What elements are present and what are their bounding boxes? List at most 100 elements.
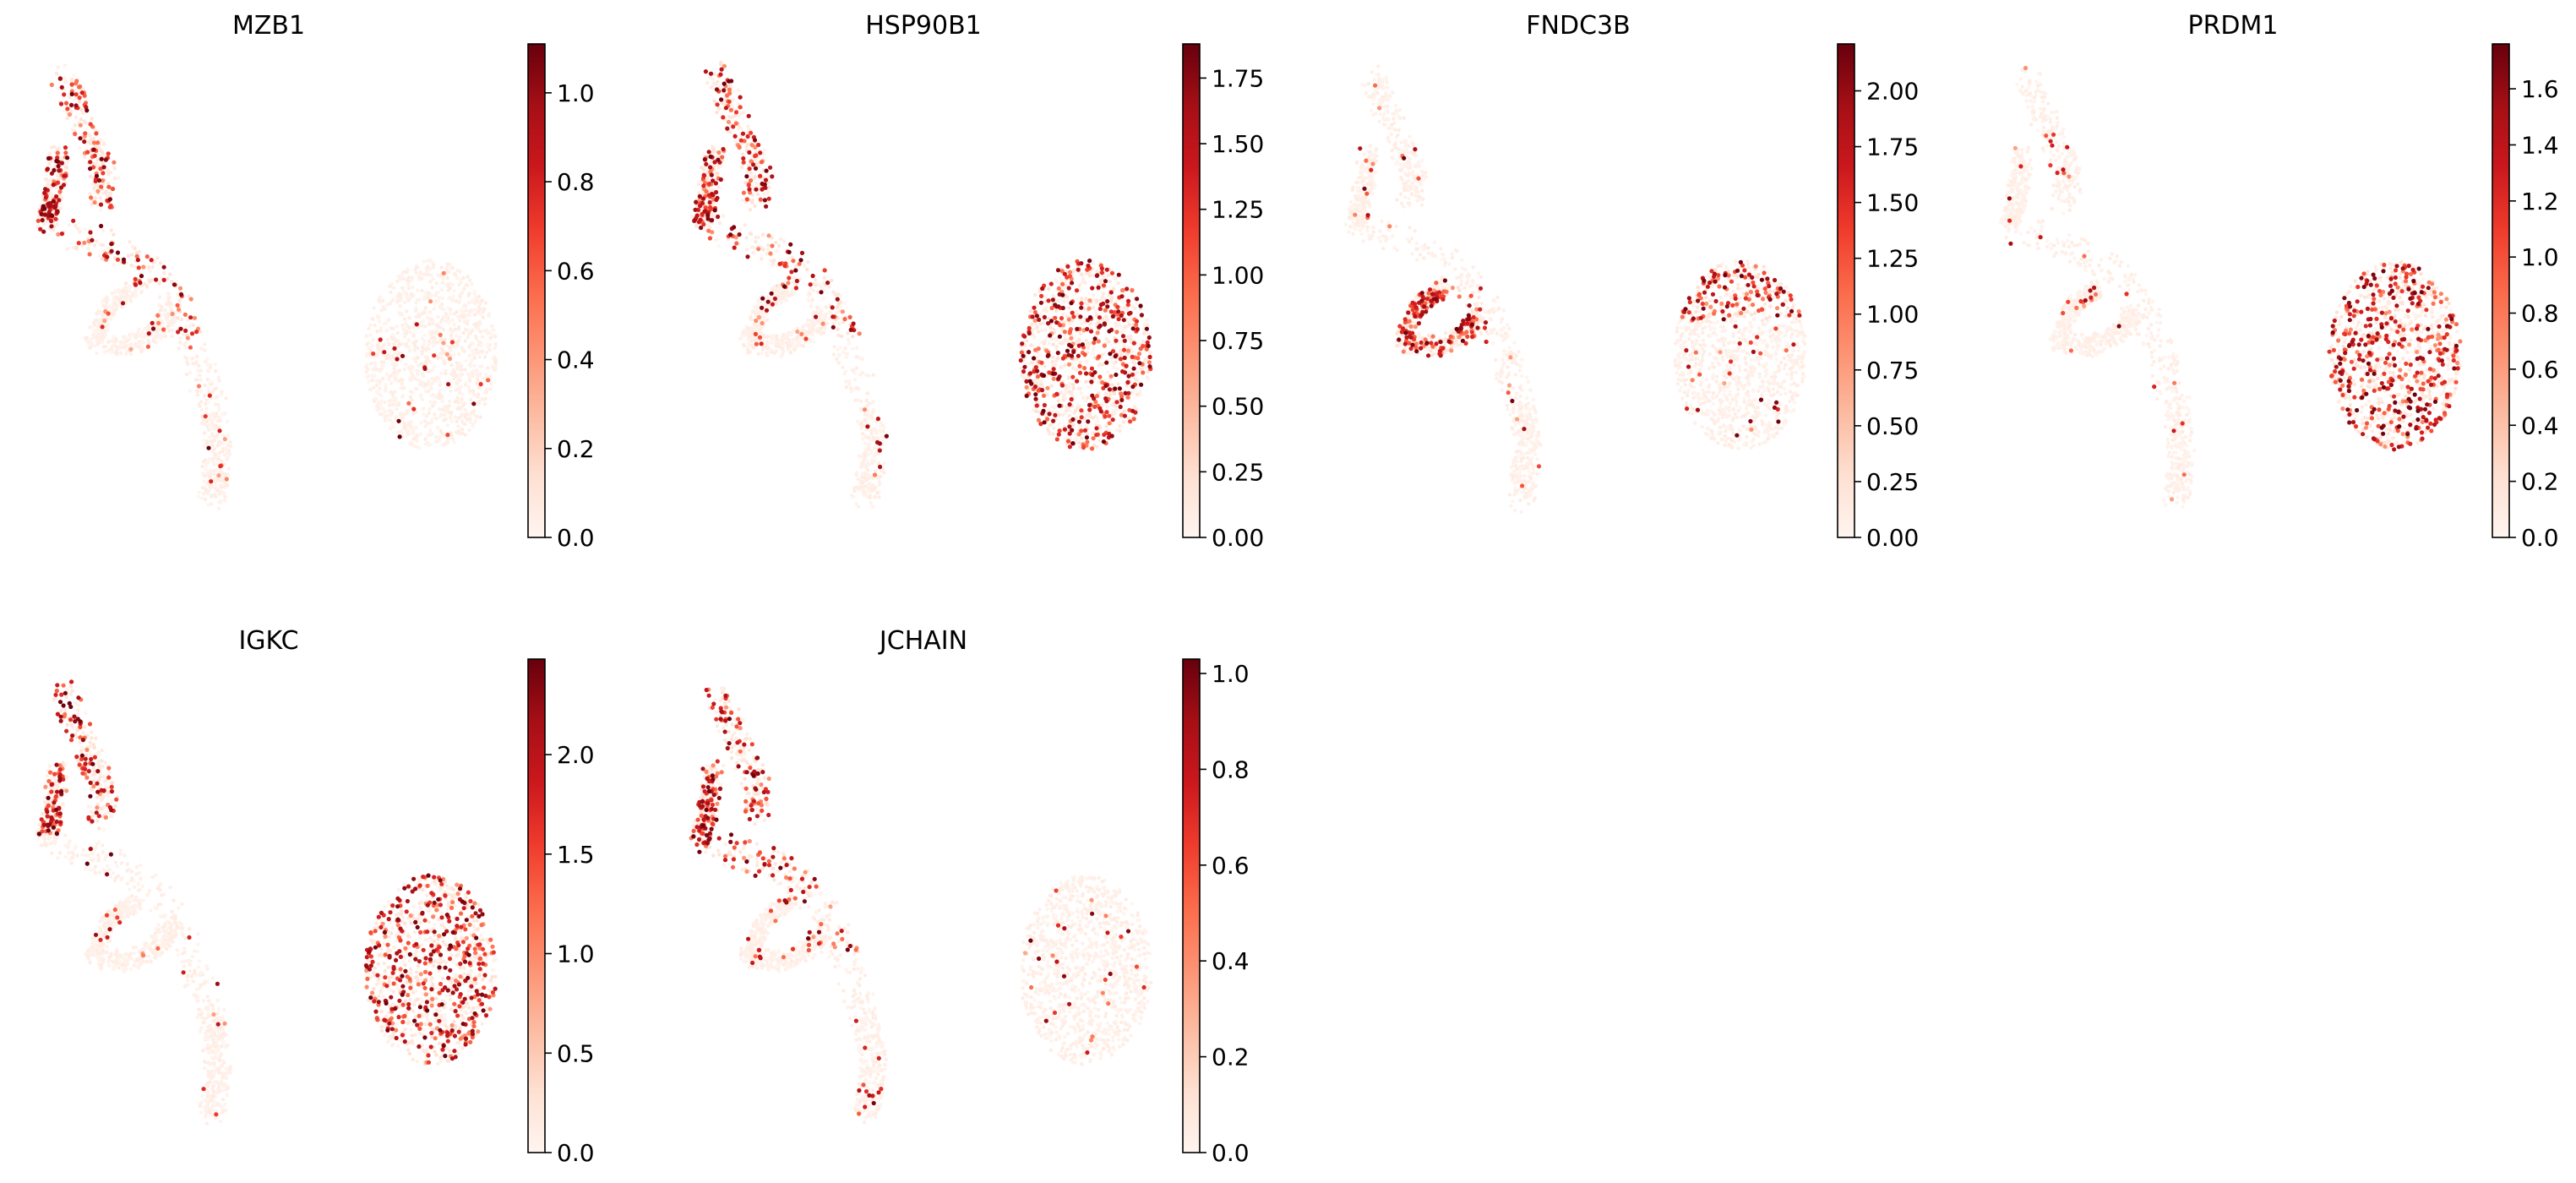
data-point <box>788 242 793 247</box>
data-point <box>737 127 741 131</box>
data-point <box>423 355 428 359</box>
data-point <box>54 71 59 76</box>
data-point <box>473 296 477 301</box>
data-point <box>1054 338 1059 342</box>
data-point <box>115 250 121 255</box>
data-point <box>775 336 779 341</box>
panel-title: HSP90B1 <box>865 11 982 41</box>
data-point <box>1081 395 1086 399</box>
data-point <box>1097 306 1103 312</box>
data-point <box>848 327 853 332</box>
data-point <box>733 139 738 144</box>
data-point <box>1095 330 1100 335</box>
data-point <box>1018 357 1023 363</box>
data-point <box>144 326 148 330</box>
data-point <box>716 150 722 155</box>
data-point <box>1074 408 1078 412</box>
data-point <box>1047 341 1051 346</box>
data-point <box>96 340 101 345</box>
data-point <box>489 381 493 386</box>
data-point <box>63 150 68 155</box>
data-point <box>100 324 105 330</box>
data-point <box>1125 286 1130 292</box>
data-point <box>98 208 103 212</box>
data-point <box>177 298 182 303</box>
data-point <box>90 117 94 121</box>
data-point <box>402 424 406 428</box>
data-point <box>694 213 700 218</box>
data-point <box>768 307 773 311</box>
data-point <box>1079 424 1083 428</box>
data-point <box>216 375 221 380</box>
data-point <box>195 378 199 382</box>
data-point <box>1071 386 1076 390</box>
data-point <box>54 194 59 199</box>
data-point <box>460 431 465 435</box>
data-point <box>373 323 377 328</box>
data-point <box>424 291 428 295</box>
data-point <box>1092 273 1096 277</box>
data-point <box>58 101 64 106</box>
data-point <box>1141 339 1146 344</box>
data-point <box>874 432 879 436</box>
data-point <box>109 228 113 232</box>
data-point <box>391 342 396 346</box>
data-point <box>1051 342 1055 346</box>
data-point <box>137 286 141 290</box>
data-point <box>1084 296 1088 301</box>
data-point <box>377 298 381 303</box>
data-point <box>1125 319 1130 324</box>
data-point <box>746 183 751 188</box>
data-point <box>786 346 791 351</box>
data-point <box>471 341 475 346</box>
data-point <box>1059 316 1065 321</box>
data-point <box>753 204 757 208</box>
data-point <box>224 396 228 401</box>
data-point <box>820 321 825 326</box>
data-point <box>65 161 69 165</box>
data-point <box>1128 310 1133 315</box>
data-point <box>768 251 773 256</box>
data-point <box>106 151 111 156</box>
data-point <box>749 178 754 183</box>
data-point <box>756 247 761 252</box>
data-point <box>212 469 216 473</box>
data-point <box>109 248 114 254</box>
data-point <box>701 183 706 188</box>
data-point <box>407 316 411 320</box>
data-point <box>52 167 57 173</box>
data-point <box>365 375 369 379</box>
data-point <box>391 422 395 427</box>
data-point <box>742 343 746 348</box>
data-point <box>83 121 88 125</box>
data-point <box>1125 395 1130 400</box>
data-point <box>111 338 115 343</box>
data-point <box>423 437 428 441</box>
data-point <box>211 412 215 416</box>
data-point <box>195 354 199 359</box>
data-point <box>449 297 455 302</box>
data-point <box>844 352 848 356</box>
data-point <box>1050 359 1054 364</box>
data-point <box>54 158 59 164</box>
data-point <box>1103 391 1108 396</box>
data-point <box>432 353 437 358</box>
data-point <box>878 428 882 433</box>
data-point <box>732 245 737 250</box>
data-point <box>857 454 861 458</box>
data-point <box>703 69 708 74</box>
data-point <box>470 328 475 333</box>
data-point <box>861 480 865 484</box>
data-point <box>705 216 711 221</box>
data-point <box>1121 420 1126 424</box>
data-point <box>395 330 400 335</box>
data-point <box>1122 338 1127 343</box>
data-point <box>427 390 431 394</box>
data-point <box>402 331 406 335</box>
data-point <box>444 352 449 357</box>
data-point <box>379 329 383 333</box>
data-point <box>1103 396 1108 401</box>
data-point <box>1090 286 1095 291</box>
data-point <box>1062 299 1066 303</box>
data-point <box>1075 439 1079 443</box>
